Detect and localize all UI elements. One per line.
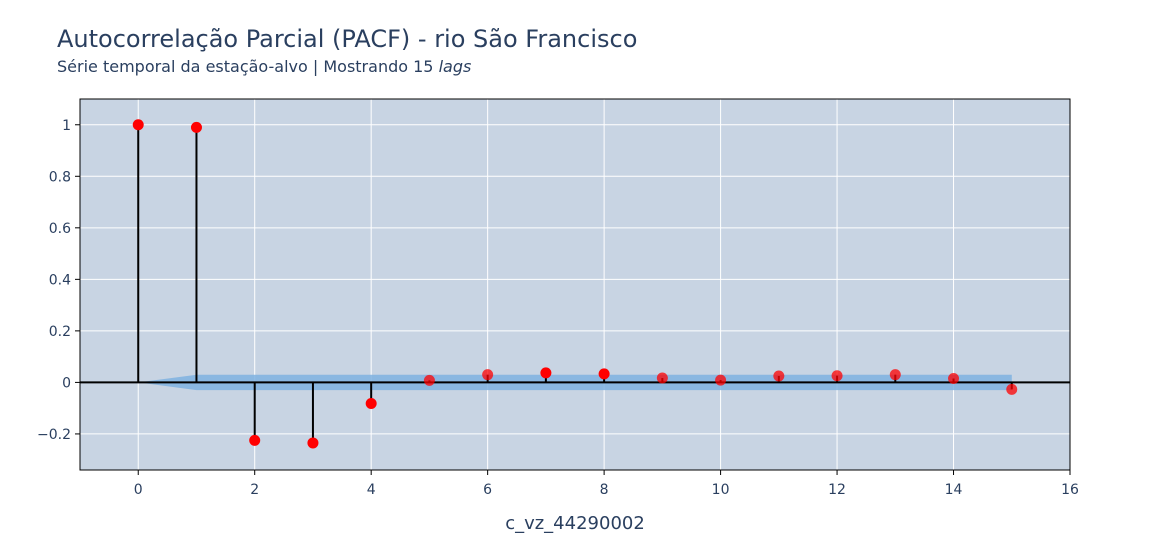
pacf-point-lag-13 xyxy=(889,369,901,381)
pacf-point-lag-1 xyxy=(190,121,202,133)
x-tick-label: 16 xyxy=(1061,482,1079,498)
y-tick-label: 0 xyxy=(62,375,71,391)
pacf-point-lag-5 xyxy=(423,374,435,386)
pacf-point-lag-4 xyxy=(365,398,377,410)
x-tick-label: 12 xyxy=(828,482,846,498)
pacf-point-lag-15 xyxy=(1006,383,1018,395)
x-tick-label: 0 xyxy=(134,482,143,498)
x-tick-label: 4 xyxy=(367,482,376,498)
x-tick-label: 14 xyxy=(945,482,963,498)
pacf-point-lag-6 xyxy=(482,369,494,381)
x-tick-label: 10 xyxy=(712,482,730,498)
pacf-point-lag-2 xyxy=(249,434,261,446)
pacf-point-lag-11 xyxy=(773,370,785,382)
y-tick-label: 0.6 xyxy=(49,221,71,237)
pacf-point-lag-0 xyxy=(132,119,144,131)
subtitle-emphasis: lags xyxy=(438,57,472,76)
subtitle-text: Série temporal da estação-alvo | Mostran… xyxy=(57,57,434,76)
y-tick-label: 1 xyxy=(62,118,71,134)
pacf-point-lag-12 xyxy=(831,370,843,382)
pacf-point-lag-14 xyxy=(948,373,960,385)
markers xyxy=(132,119,1018,449)
y-tick-label: 0.2 xyxy=(49,324,71,340)
x-tick-labels: 0 2 4 6 8 10 12 14 16 xyxy=(134,470,1079,498)
y-tick-label: 0.4 xyxy=(49,272,71,288)
x-axis-title: c_vz_44290002 xyxy=(505,513,645,534)
chart-title: Autocorrelação Parcial (PACF) - rio São … xyxy=(57,25,638,53)
plot-frame xyxy=(79,98,1071,471)
y-tick-labels: −0.2 0 0.2 0.4 0.6 0.8 1 xyxy=(37,118,80,443)
y-tick-label: −0.2 xyxy=(37,427,71,443)
pacf-point-lag-8 xyxy=(598,368,610,380)
chart-subtitle: Série temporal da estação-alvo | Mostran… xyxy=(57,57,471,76)
plot-background xyxy=(80,99,1070,470)
x-tick-label: 2 xyxy=(250,482,259,498)
x-tick-label: 8 xyxy=(600,482,609,498)
pacf-point-lag-7 xyxy=(540,367,552,379)
pacf-point-lag-9 xyxy=(656,372,668,384)
x-tick-label: 6 xyxy=(483,482,492,498)
pacf-point-lag-3 xyxy=(307,437,319,449)
pacf-point-lag-10 xyxy=(715,374,727,386)
y-tick-label: 0.8 xyxy=(49,169,71,185)
